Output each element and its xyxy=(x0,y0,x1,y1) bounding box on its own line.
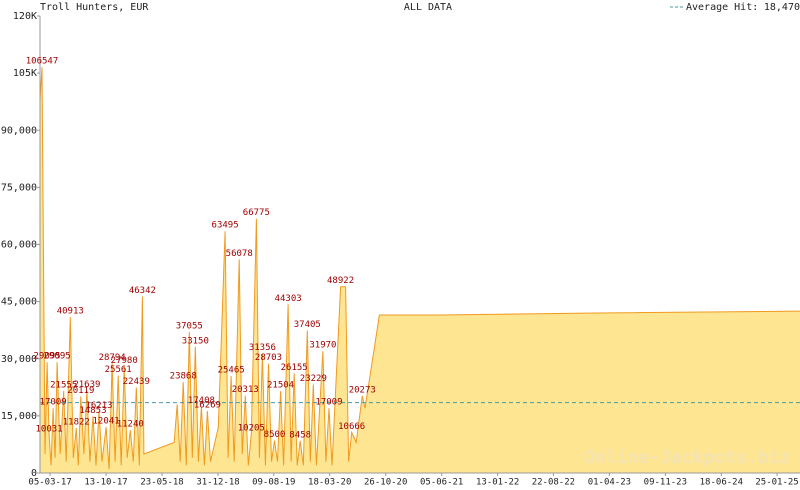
data-label: 28703 xyxy=(255,353,282,363)
x-tick-label: 18-06-24 xyxy=(700,478,743,488)
data-label: 10031 xyxy=(36,424,63,434)
data-label: 22439 xyxy=(123,377,150,387)
chart-title: Troll Hunters, EUR xyxy=(40,2,149,13)
data-label: 26155 xyxy=(281,363,308,373)
data-label: 23868 xyxy=(170,372,197,382)
data-label: 27980 xyxy=(111,356,138,366)
data-label: 17408 xyxy=(188,396,215,406)
data-label: 11822 xyxy=(63,417,90,427)
data-label: 25561 xyxy=(105,365,132,375)
data-label: 17009 xyxy=(40,398,67,408)
data-label: 17009 xyxy=(315,398,342,408)
x-tick-label: 13-01-22 xyxy=(476,478,519,488)
x-tick-label: 18-03-20 xyxy=(308,478,351,488)
data-label: 66775 xyxy=(243,208,270,218)
data-label: 37405 xyxy=(294,320,321,330)
y-tick-label: 105K xyxy=(13,68,37,79)
legend-label: Average Hit: xyxy=(686,2,758,13)
data-label: 31970 xyxy=(309,341,336,351)
data-label: 40913 xyxy=(57,307,84,317)
x-tick-label: 05-03-17 xyxy=(28,478,71,488)
data-label: 8500 xyxy=(264,430,286,440)
y-tick-label: 0 xyxy=(31,468,37,479)
watermark: Online-Jackpots.biz xyxy=(584,447,790,468)
data-label: 20273 xyxy=(349,385,376,395)
data-label: 11240 xyxy=(117,420,144,430)
y-tick-label: 60,000 xyxy=(1,240,37,251)
x-tick-label: 22-08-22 xyxy=(532,478,575,488)
data-label: 16213 xyxy=(85,401,112,411)
data-label: 63495 xyxy=(212,221,239,231)
data-label: 44303 xyxy=(275,294,302,304)
data-label: 56078 xyxy=(226,249,253,259)
data-label: 106547 xyxy=(26,57,59,67)
y-tick-label: 75,000 xyxy=(1,182,37,193)
data-label: 48922 xyxy=(327,276,354,286)
data-label: 29095 xyxy=(34,352,61,362)
y-tick-label: 120K xyxy=(13,11,37,22)
area xyxy=(40,67,800,473)
y-tick-label: 90,000 xyxy=(1,125,37,136)
data-label: 21639 xyxy=(73,380,100,390)
data-label: 37055 xyxy=(176,321,203,331)
x-tick-label: 25-01-25 xyxy=(755,478,798,488)
data-label: 46342 xyxy=(129,286,156,296)
data-label: 28794 xyxy=(99,353,126,363)
line xyxy=(39,67,800,470)
x-tick-label: 09-08-19 xyxy=(252,478,295,488)
x-tick-label: 05-06-21 xyxy=(420,478,463,488)
data-label: 12041 xyxy=(93,417,120,427)
data-label: 31356 xyxy=(249,343,276,353)
data-label: 33150 xyxy=(182,336,209,346)
x-tick-label: 01-04-23 xyxy=(588,478,631,488)
x-tick-label: 23-05-18 xyxy=(140,478,183,488)
y-tick-label: 45,000 xyxy=(1,297,37,308)
data-label: 23229 xyxy=(300,374,327,384)
data-label: 14853 xyxy=(79,406,106,416)
y-tick-label: 15,000 xyxy=(1,411,37,422)
data-label: 8458 xyxy=(289,430,311,440)
legend-value: 18,470 xyxy=(764,2,800,13)
data-label: 29095 xyxy=(44,352,71,362)
chart-subtitle: ALL DATA xyxy=(404,2,452,13)
data-label: 16269 xyxy=(194,401,221,411)
x-tick-label: 31-12-18 xyxy=(196,478,239,488)
data-label: 10666 xyxy=(338,422,365,432)
data-label: 10205 xyxy=(238,424,265,434)
x-tick-label: 26-10-20 xyxy=(364,478,407,488)
y-tick-label: 30,000 xyxy=(1,354,37,365)
data-label: 21504 xyxy=(267,381,294,391)
data-label: 20119 xyxy=(67,386,94,396)
data-label: 25465 xyxy=(218,366,245,376)
data-label: 20313 xyxy=(232,385,259,395)
x-tick-label: 09-11-23 xyxy=(644,478,687,488)
data-label: 21555 xyxy=(50,380,77,390)
x-tick-label: 13-10-17 xyxy=(84,478,127,488)
